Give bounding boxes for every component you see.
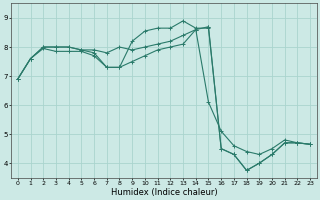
X-axis label: Humidex (Indice chaleur): Humidex (Indice chaleur) xyxy=(111,188,217,197)
